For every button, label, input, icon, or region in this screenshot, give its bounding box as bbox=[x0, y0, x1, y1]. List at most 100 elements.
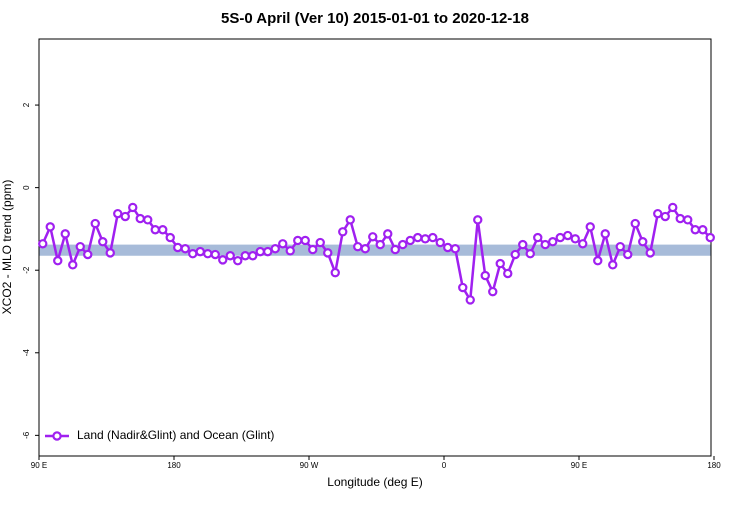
point bbox=[375, 239, 385, 250]
point bbox=[593, 256, 603, 266]
point bbox=[120, 211, 130, 222]
point bbox=[488, 286, 498, 297]
point bbox=[600, 229, 610, 239]
point bbox=[360, 244, 370, 254]
point bbox=[173, 242, 183, 253]
point bbox=[480, 270, 490, 281]
point bbox=[458, 282, 468, 293]
point bbox=[263, 246, 273, 257]
point bbox=[540, 239, 550, 250]
point bbox=[578, 239, 588, 249]
point bbox=[68, 260, 78, 270]
point bbox=[608, 260, 618, 270]
point bbox=[53, 256, 63, 266]
point bbox=[240, 251, 250, 261]
x-tick-label: 180 bbox=[707, 461, 721, 470]
x-axis-label: Longitude (deg E) bbox=[327, 475, 422, 489]
x-tick-label: 90 E bbox=[571, 461, 587, 470]
point bbox=[75, 241, 85, 252]
point bbox=[60, 229, 70, 239]
point bbox=[398, 239, 408, 250]
point bbox=[570, 234, 580, 244]
point bbox=[180, 244, 190, 254]
point bbox=[420, 234, 430, 244]
y-tick-label: 2 bbox=[22, 102, 31, 107]
point bbox=[218, 255, 228, 265]
point bbox=[368, 232, 378, 242]
y-tick-label: 0 bbox=[22, 185, 31, 190]
point bbox=[653, 208, 663, 219]
point bbox=[338, 227, 348, 237]
point bbox=[615, 241, 625, 252]
y-tick-label: -4 bbox=[22, 349, 31, 357]
point bbox=[83, 249, 93, 260]
point bbox=[585, 222, 595, 232]
point bbox=[683, 215, 693, 225]
chart-title: 5S-0 April (Ver 10) 2015-01-01 to 2020-1… bbox=[221, 10, 529, 27]
point bbox=[188, 248, 198, 259]
point bbox=[38, 239, 48, 249]
point bbox=[465, 295, 475, 305]
point bbox=[630, 218, 640, 229]
point bbox=[645, 248, 655, 258]
point bbox=[270, 244, 280, 254]
point bbox=[383, 229, 393, 239]
point bbox=[413, 232, 423, 243]
point bbox=[443, 242, 453, 253]
point bbox=[525, 248, 535, 259]
point bbox=[165, 232, 175, 243]
legend-label: Land (Nadir&Glint) and Ocean (Glint) bbox=[77, 428, 274, 442]
point bbox=[195, 246, 205, 257]
point bbox=[143, 215, 153, 225]
point bbox=[473, 215, 483, 225]
point bbox=[548, 237, 558, 247]
x-tick-label: 90 W bbox=[300, 461, 319, 470]
point bbox=[533, 232, 543, 243]
point bbox=[285, 246, 295, 256]
plot-frame bbox=[38, 38, 712, 457]
point bbox=[353, 241, 363, 252]
y-tick-label: -2 bbox=[22, 266, 31, 274]
point bbox=[675, 213, 685, 224]
point bbox=[555, 232, 565, 243]
point bbox=[323, 248, 333, 258]
x-tick-label: 0 bbox=[442, 461, 447, 470]
point bbox=[668, 202, 678, 213]
point bbox=[203, 248, 213, 259]
point bbox=[90, 218, 100, 229]
point bbox=[255, 246, 265, 257]
point bbox=[563, 230, 573, 241]
point bbox=[105, 248, 115, 258]
point bbox=[225, 251, 235, 261]
legend-marker bbox=[52, 431, 62, 441]
point bbox=[300, 235, 310, 246]
x-tick-label: 180 bbox=[167, 461, 181, 470]
point bbox=[150, 225, 160, 235]
point bbox=[233, 256, 243, 266]
point bbox=[698, 225, 708, 235]
point bbox=[308, 244, 318, 255]
point bbox=[660, 211, 670, 222]
point bbox=[330, 267, 340, 278]
point bbox=[518, 239, 528, 250]
point bbox=[390, 244, 400, 255]
point bbox=[428, 232, 438, 243]
point bbox=[113, 208, 123, 219]
point bbox=[690, 225, 700, 235]
point bbox=[495, 258, 505, 269]
point bbox=[98, 237, 108, 247]
point bbox=[705, 232, 715, 243]
point bbox=[405, 235, 415, 246]
point bbox=[45, 222, 55, 232]
point bbox=[345, 215, 355, 225]
point bbox=[510, 249, 520, 260]
point bbox=[248, 251, 258, 261]
point bbox=[435, 237, 445, 248]
point bbox=[293, 235, 303, 246]
point bbox=[158, 225, 168, 235]
point bbox=[503, 268, 513, 279]
reference-band bbox=[39, 244, 711, 256]
point bbox=[623, 249, 633, 260]
y-tick-label: -6 bbox=[22, 431, 31, 439]
point bbox=[278, 239, 288, 249]
